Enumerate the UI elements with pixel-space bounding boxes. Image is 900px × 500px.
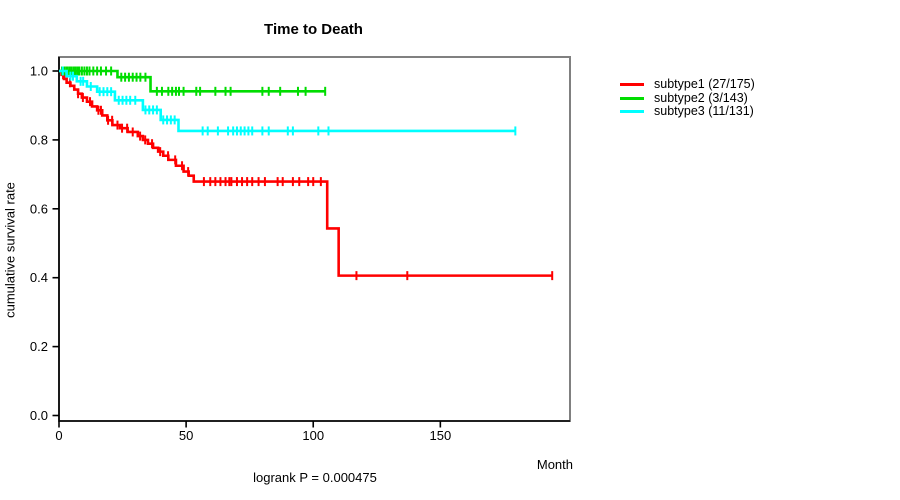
legend: subtype1 (27/175) subtype2 (3/143) subty… xyxy=(620,77,755,119)
y-tick-label: 1.0 xyxy=(30,64,48,79)
x-tick-label: 0 xyxy=(55,428,62,443)
legend-item-subtype2: subtype2 (3/143) xyxy=(620,90,755,106)
subtype2-line-icon xyxy=(620,96,644,100)
chart-title: Time to Death xyxy=(264,21,363,38)
x-axis-label: Month xyxy=(536,457,573,472)
series-subtype1 xyxy=(59,69,554,281)
survival-curve xyxy=(59,69,516,133)
legend-label-subtype2: subtype2 (3/143) xyxy=(654,90,748,105)
series-subtype3 xyxy=(59,66,517,136)
y-tick-label: 0.8 xyxy=(30,132,48,147)
x-tick-label: 150 xyxy=(429,428,451,443)
series-subtype2 xyxy=(59,66,327,96)
legend-item-subtype3: subtype3 (11/131) xyxy=(620,104,755,119)
y-axis-label: cumulative survival rate xyxy=(2,182,18,318)
legend-label-subtype1: subtype1 (27/175) xyxy=(654,77,755,91)
x-tick-label: 50 xyxy=(179,428,193,443)
y-tick-label: 0.6 xyxy=(30,201,48,216)
y-tick-label: 0.4 xyxy=(30,270,48,285)
x-tick-label: 100 xyxy=(302,428,324,443)
y-tick-label: 0.2 xyxy=(30,339,48,354)
logrank-annotation: logrank P = 0.000475 xyxy=(253,470,377,485)
plot-box xyxy=(58,56,571,422)
subtype1-line-icon xyxy=(620,83,644,87)
subtype3-line-icon xyxy=(620,110,644,114)
legend-item-subtype1: subtype1 (27/175) xyxy=(620,77,755,92)
survival-curve xyxy=(59,69,553,277)
legend-label-subtype3: subtype3 (11/131) xyxy=(654,104,754,118)
y-tick-label: 0.0 xyxy=(30,408,48,423)
